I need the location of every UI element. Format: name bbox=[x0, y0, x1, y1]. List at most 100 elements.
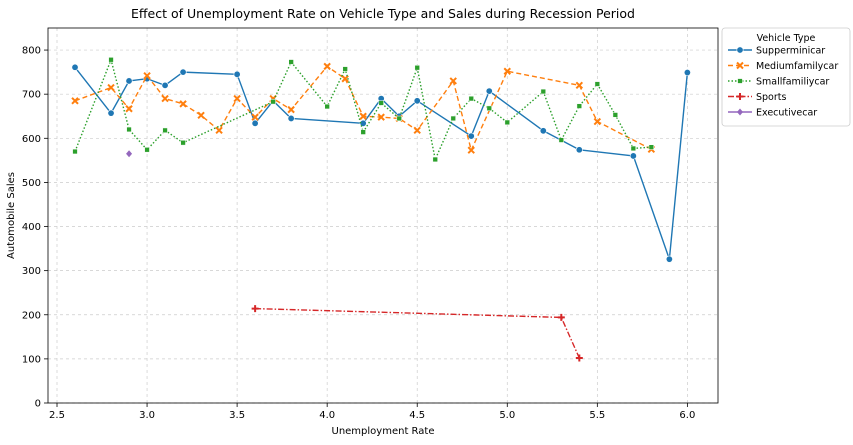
data-point-smallfamiliycar bbox=[108, 57, 114, 63]
data-point-smallfamiliycar bbox=[378, 100, 384, 106]
series-smallfamiliycar bbox=[72, 57, 655, 163]
x-tick-label: 2.5 bbox=[49, 410, 65, 421]
data-point-mediumfamilycar bbox=[593, 117, 602, 126]
series-executivecar bbox=[126, 150, 133, 158]
x-tick-label: 6.0 bbox=[679, 410, 695, 421]
x-tick-label: 3.0 bbox=[139, 410, 155, 421]
legend-item-smallfamiliycar: Smallfamiliycar bbox=[728, 77, 829, 88]
legend-marker-mediumfamilycar bbox=[736, 61, 744, 70]
data-point-supperminicar bbox=[629, 152, 637, 160]
data-point-smallfamiliycar bbox=[360, 129, 366, 135]
data-point-smallfamiliycar bbox=[630, 145, 636, 152]
data-point-sports bbox=[575, 354, 583, 362]
series-line-sports bbox=[255, 307, 580, 359]
data-point-smallfamiliycar bbox=[612, 112, 618, 118]
series-line-mediumfamilycar bbox=[74, 65, 652, 151]
y-axis-label: Automobile Sales bbox=[6, 172, 17, 259]
y-axis-ticks: 0 100 200 300 400 500 600 700 800 bbox=[22, 46, 48, 410]
legend-item-mediumfamilycar: Mediumfamilycar bbox=[728, 61, 838, 72]
legend-marker-smallfamiliycar bbox=[737, 78, 743, 84]
x-axis-label: Unemployment Rate bbox=[332, 426, 435, 437]
data-point-smallfamiliycar bbox=[72, 148, 78, 155]
y-tick-label: 800 bbox=[22, 46, 41, 57]
data-point-smallfamiliycar bbox=[126, 126, 132, 133]
data-point-smallfamiliycar bbox=[468, 95, 474, 102]
data-point-sports bbox=[251, 305, 259, 313]
y-tick-label: 600 bbox=[22, 134, 41, 145]
data-point-smallfamiliycar bbox=[414, 65, 420, 71]
legend-item-sports: Sports bbox=[728, 92, 787, 103]
x-tick-label: 5.0 bbox=[499, 410, 515, 421]
legend-marker-executivecar bbox=[737, 108, 743, 116]
data-point-smallfamiliycar bbox=[576, 103, 582, 109]
x-tick-label: 5.5 bbox=[589, 410, 605, 421]
data-point-supperminicar bbox=[233, 70, 241, 78]
legend-label-smallfamiliycar: Smallfamiliycar bbox=[756, 77, 829, 88]
x-tick-label: 4.0 bbox=[319, 410, 335, 421]
y-tick-label: 400 bbox=[22, 222, 41, 233]
legend-marker-supperminicar bbox=[736, 46, 744, 54]
data-point-supperminicar bbox=[107, 109, 115, 117]
legend-title: Vehicle Type bbox=[757, 33, 816, 44]
series-sports bbox=[251, 305, 583, 362]
data-point-supperminicar bbox=[413, 97, 421, 105]
data-point-smallfamiliycar bbox=[540, 88, 546, 95]
y-tick-label: 500 bbox=[22, 178, 41, 189]
data-point-mediumfamilycar bbox=[359, 112, 367, 120]
data-point-smallfamiliycar bbox=[504, 119, 510, 126]
y-tick-label: 300 bbox=[22, 266, 41, 277]
data-point-smallfamiliycar bbox=[450, 115, 456, 122]
legend-label-sports: Sports bbox=[756, 92, 787, 103]
data-point-supperminicar bbox=[161, 81, 169, 89]
data-point-mediumfamilycar bbox=[449, 77, 457, 85]
x-tick-label: 3.5 bbox=[229, 410, 245, 421]
data-point-supperminicar bbox=[683, 69, 691, 77]
data-point-supperminicar bbox=[125, 77, 133, 85]
data-point-smallfamiliycar bbox=[432, 156, 438, 163]
data-point-mediumfamilycar bbox=[413, 126, 421, 135]
legend-marker-sports bbox=[736, 93, 744, 100]
x-axis-ticks: 2.5 3.0 3.5 4.0 4.5 5.0 5.5 6.0 bbox=[49, 403, 695, 421]
data-point-smallfamiliycar bbox=[648, 144, 655, 150]
data-point-mediumfamilycar bbox=[233, 94, 241, 103]
data-point-mediumfamilycar bbox=[197, 111, 205, 120]
data-point-supperminicar bbox=[485, 87, 493, 95]
data-point-smallfamiliycar bbox=[162, 127, 168, 134]
legend-label-mediumfamilycar: Mediumfamilycar bbox=[756, 61, 838, 72]
legend-item-executivecar: Executivecar bbox=[728, 108, 817, 119]
y-tick-label: 0 bbox=[35, 399, 41, 410]
data-point-smallfamiliycar bbox=[396, 115, 402, 122]
legend-items: Supperminicar Mediumfamilycar Smallfamiliy… bbox=[728, 46, 838, 119]
y-tick-label: 200 bbox=[22, 310, 41, 321]
data-point-sports bbox=[557, 313, 565, 321]
plot-frame bbox=[47, 27, 719, 404]
data-point-smallfamiliycar bbox=[144, 147, 150, 153]
data-point-mediumfamilycar bbox=[215, 126, 223, 135]
data-point-mediumfamilycar bbox=[107, 83, 115, 92]
data-point-mediumfamilycar bbox=[71, 97, 79, 105]
data-point-smallfamiliycar bbox=[342, 66, 348, 72]
data-point-mediumfamilycar bbox=[377, 113, 385, 121]
data-point-supperminicar bbox=[575, 146, 583, 154]
data-point-smallfamiliycar bbox=[594, 81, 600, 87]
y-tick-label: 700 bbox=[22, 90, 41, 101]
data-point-supperminicar bbox=[665, 255, 673, 263]
series-mediumfamilycar bbox=[71, 62, 656, 154]
data-point-mediumfamilycar bbox=[143, 71, 151, 80]
data-point-mediumfamilycar bbox=[287, 105, 295, 114]
data-point-mediumfamilycar bbox=[341, 75, 349, 83]
data-point-mediumfamilycar bbox=[323, 62, 331, 71]
y-tick-label: 100 bbox=[22, 354, 41, 365]
data-point-smallfamiliycar bbox=[324, 103, 330, 110]
data-point-mediumfamilycar bbox=[575, 81, 584, 90]
data-point-supperminicar bbox=[287, 114, 295, 122]
data-point-supperminicar bbox=[467, 132, 475, 140]
legend: Vehicle Type Supperminicar Mediumfamilyca… bbox=[721, 27, 851, 127]
data-point-smallfamiliycar bbox=[180, 140, 186, 146]
data-point-supperminicar bbox=[251, 119, 259, 127]
data-point-mediumfamilycar bbox=[179, 100, 187, 108]
data-point-executivecar bbox=[126, 150, 133, 158]
data-point-smallfamiliycar bbox=[288, 59, 294, 65]
data-point-supperminicar bbox=[539, 127, 547, 135]
